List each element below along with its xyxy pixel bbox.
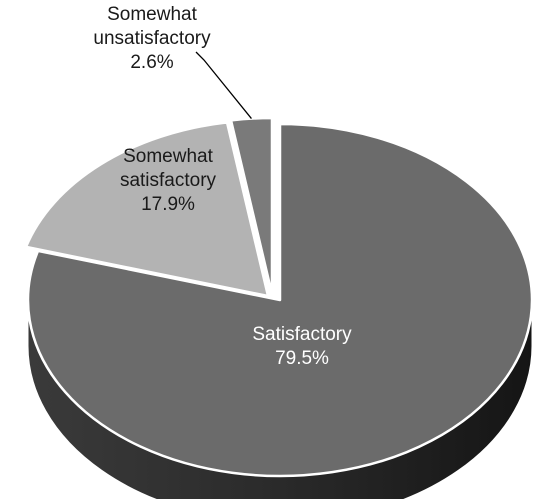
label-line: Somewhat xyxy=(107,4,197,25)
label-line: 2.6% xyxy=(130,52,173,73)
label-satisfactory: Satisfactory 79.5% xyxy=(252,324,352,369)
label-line: 17.9% xyxy=(141,194,195,215)
label-line: Somewhat xyxy=(123,146,213,167)
slice-labels: Satisfactory 79.5% Somewhat satisfactory 17.… xyxy=(93,4,352,369)
leader-line-somewhat-unsatisfactory xyxy=(195,51,252,119)
slice-somewhat-satisfactory xyxy=(24,121,270,298)
leader-lines xyxy=(195,51,252,119)
pie-slice-tops xyxy=(24,116,534,478)
label-somewhat-satisfactory: Somewhat satisfactory 17.9% xyxy=(120,146,217,215)
label-line: satisfactory xyxy=(120,170,217,191)
label-line: 79.5% xyxy=(275,348,329,369)
label-line: unsatisfactory xyxy=(93,28,211,49)
label-line: Satisfactory xyxy=(252,324,352,345)
slice-satisfactory xyxy=(26,122,534,478)
label-somewhat-unsatisfactory: Somewhat unsatisfactory 2.6% xyxy=(93,4,211,73)
